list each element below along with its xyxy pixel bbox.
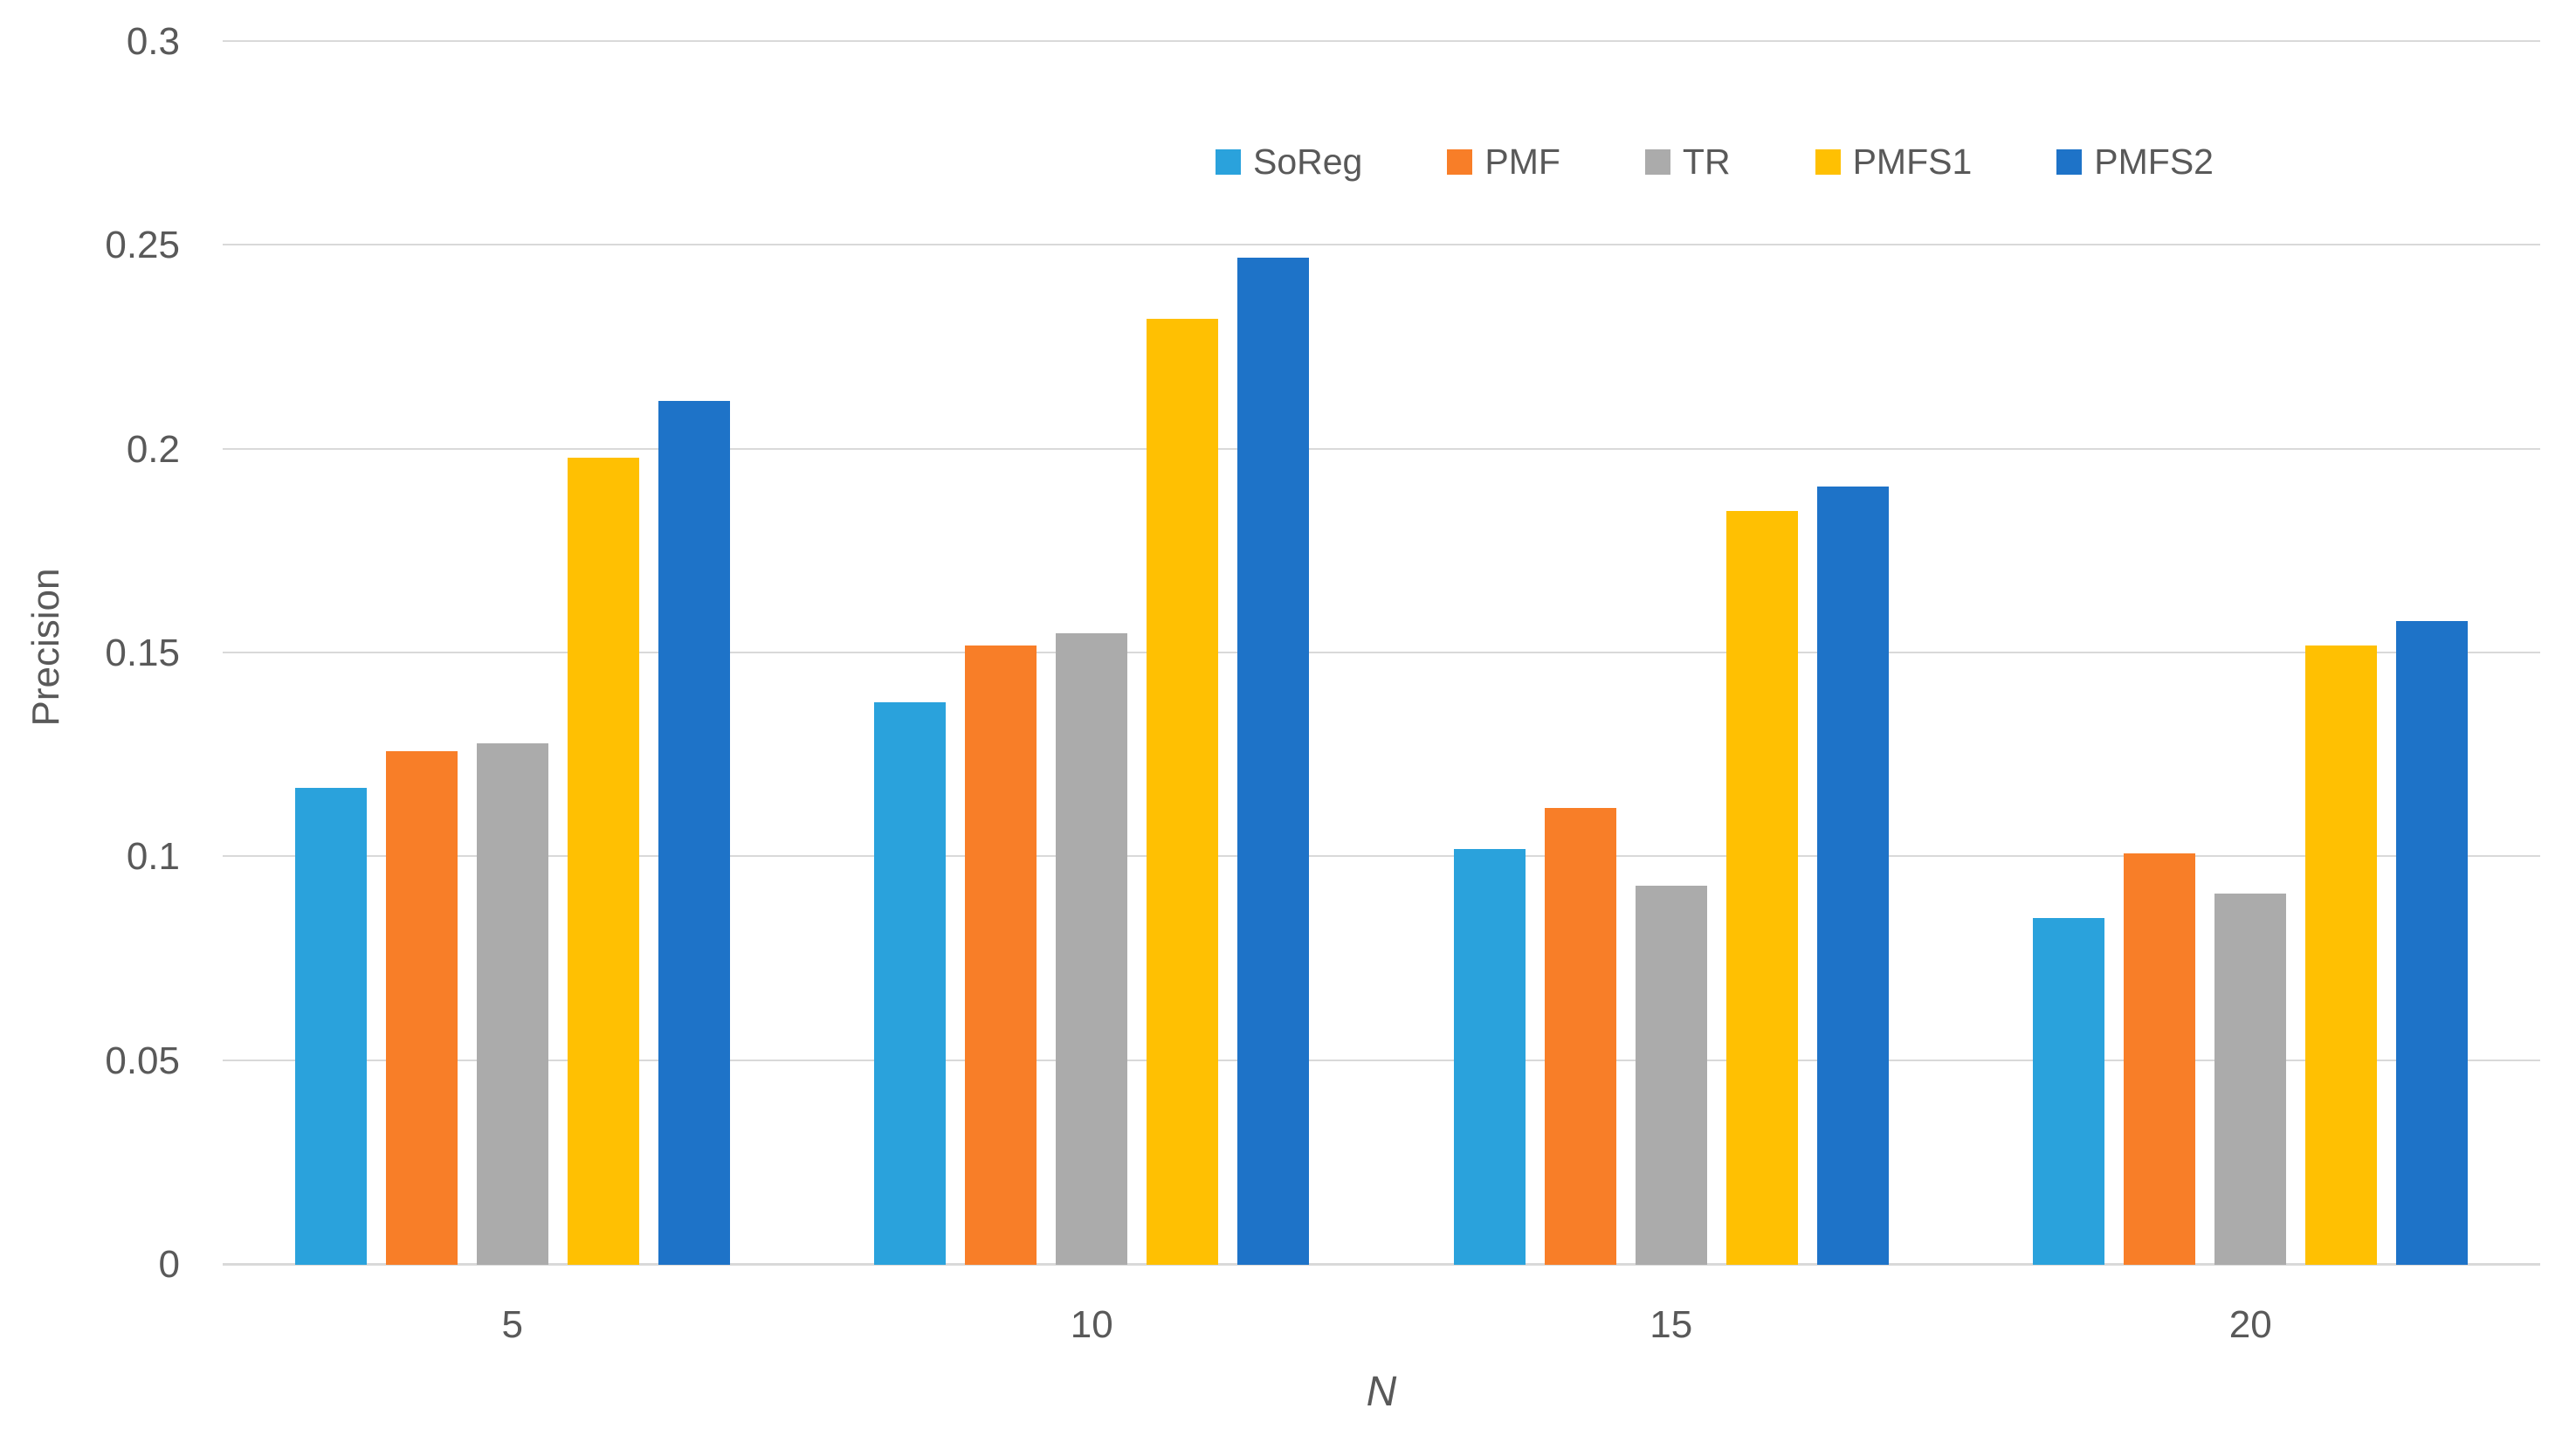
legend-item-SoReg: SoReg [1216, 142, 1362, 183]
bar-SoReg-10 [874, 702, 947, 1265]
x-tick-label-20: 20 [2228, 1303, 2272, 1346]
bar-TR-15 [1635, 886, 1707, 1265]
x-tick-label-10: 10 [1070, 1303, 1113, 1346]
y-tick-label: 0 [158, 1243, 180, 1286]
bar-group-10 [802, 42, 1382, 1265]
x-axis-tick-labels: 5 10 15 20 [223, 1303, 2540, 1347]
gridline-y-0.1 [223, 855, 2540, 858]
bar-TR-20 [2214, 894, 2287, 1265]
gridline-y-0.2 [223, 447, 2540, 450]
legend-swatch-icon [1815, 149, 1841, 175]
legend-item-TR: TR [1644, 142, 1731, 183]
x-tick-label-5: 5 [501, 1303, 523, 1346]
legend-label: PMFS1 [1852, 142, 1973, 182]
gridline-y-0.3 [223, 40, 2540, 42]
legend-label: PMFS2 [2094, 142, 2214, 182]
bar-group-5 [223, 42, 802, 1265]
y-tick-label: 0.1 [126, 835, 180, 879]
plot-area [223, 40, 2540, 1266]
x-axis-line [223, 1263, 2540, 1266]
legend-item-PMFS2: PMFS2 [2056, 142, 2214, 183]
bar-PMFS1-20 [2305, 645, 2378, 1265]
gridline-y-0.05 [223, 1059, 2540, 1061]
x-tick-label-15: 15 [1650, 1303, 1693, 1346]
bar-SoReg-5 [294, 788, 367, 1265]
bar-PMFS1-5 [567, 458, 639, 1265]
legend-swatch-icon [1216, 149, 1241, 175]
bar-group-15 [1381, 42, 1961, 1265]
y-tick-label: 0.2 [126, 427, 180, 471]
bar-SoReg-20 [2033, 918, 2105, 1265]
legend-label: TR [1682, 142, 1731, 182]
y-tick-label: 0.25 [105, 224, 180, 267]
y-tick-label: 0.15 [105, 632, 180, 674]
bar-PMFS1-10 [1147, 319, 1219, 1265]
bar-groups [223, 42, 2540, 1265]
bar-PMF-10 [965, 645, 1037, 1265]
bar-PMF-15 [1544, 808, 1616, 1265]
legend: SoReg PMF TR PMFS1 PMFS2 [1216, 142, 2214, 183]
y-tick-label: 0.05 [105, 1039, 180, 1082]
bar-PMF-5 [385, 751, 458, 1265]
gridline-y-0.25 [223, 244, 2540, 246]
bar-PMFS1-15 [1725, 510, 1798, 1265]
bar-PMFS2-5 [658, 400, 730, 1265]
y-axis-tick-labels: 0 0.05 0.1 0.15 0.2 0.25 0.3 [0, 20, 180, 1286]
bar-TR-10 [1056, 632, 1128, 1265]
bar-PMFS2-10 [1237, 258, 1310, 1265]
legend-item-PMFS1: PMFS1 [1815, 142, 1973, 183]
legend-label: PMF [1484, 142, 1560, 182]
y-tick-label: 0.3 [126, 20, 180, 63]
bar-SoReg-15 [1453, 849, 1526, 1265]
bar-PMF-20 [2124, 853, 2196, 1265]
bar-group-20 [1961, 42, 2541, 1265]
x-axis-title: N [1366, 1369, 1397, 1415]
legend-label: SoReg [1253, 142, 1363, 182]
legend-swatch-icon [1644, 149, 1670, 175]
bar-TR-5 [476, 742, 548, 1265]
legend-item-PMF: PMF [1447, 142, 1560, 183]
legend-swatch-icon [2056, 149, 2083, 175]
bar-PMFS2-15 [1816, 486, 1889, 1265]
bar-PMFS2-20 [2396, 620, 2469, 1265]
gridline-y-0.15 [223, 652, 2540, 653]
legend-swatch-icon [1447, 149, 1473, 175]
